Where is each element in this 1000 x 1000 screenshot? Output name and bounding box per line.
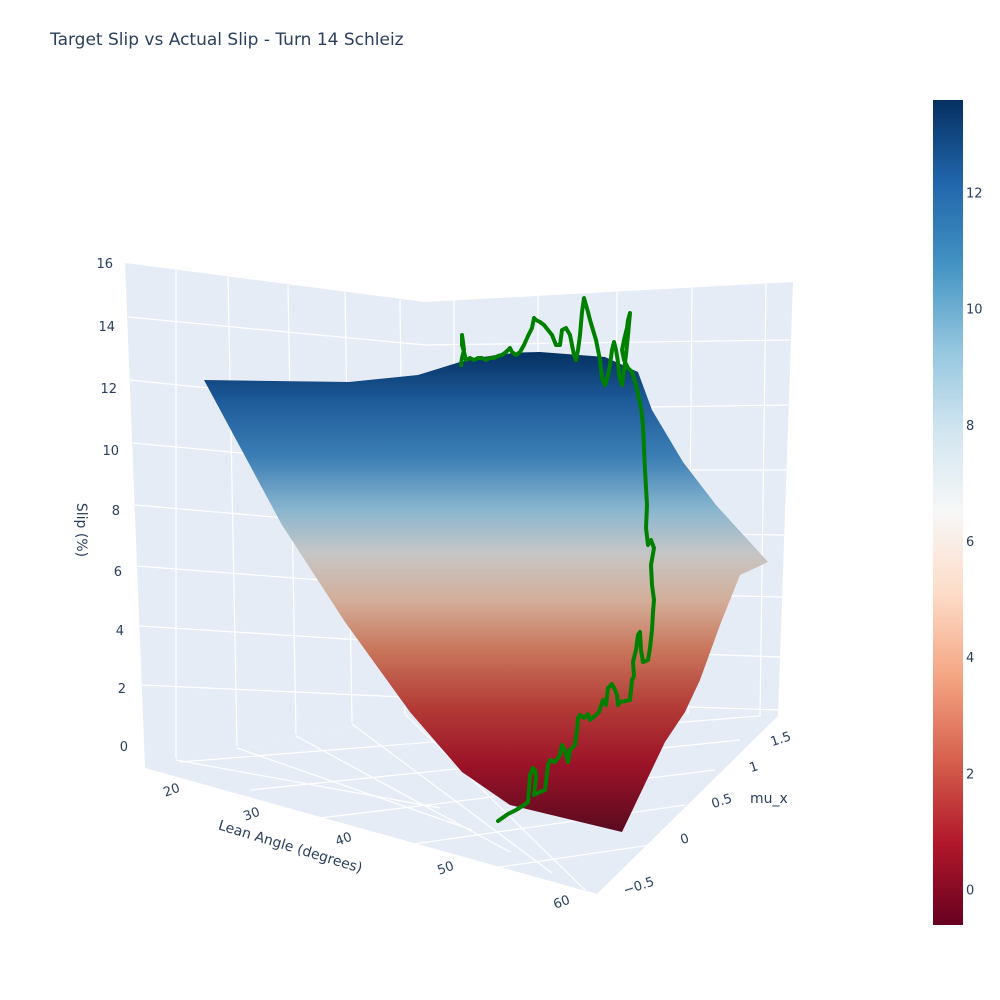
gridline <box>351 723 553 874</box>
gridline <box>295 735 511 853</box>
z-tick-4: 4 <box>116 624 124 639</box>
colorbar-tick: 0 <box>966 884 974 899</box>
y-tick-neg05: −0.5 <box>622 875 657 899</box>
z-tick-14: 14 <box>98 320 115 335</box>
colorbar-tick: 4 <box>966 651 974 666</box>
colorbar <box>933 100 963 925</box>
y-axis-title: mu_x <box>750 791 788 807</box>
x-axis-ticks: 20 30 40 50 60 <box>161 781 572 913</box>
actual-slip-line <box>459 296 656 823</box>
chart-title: Target Slip vs Actual Slip - Turn 14 Sch… <box>49 30 404 50</box>
colorbar-tick: 8 <box>966 419 974 434</box>
colorbar-tick: 10 <box>966 303 983 318</box>
gridline <box>479 844 651 871</box>
gridline <box>236 747 473 831</box>
x-tick-30: 30 <box>241 805 262 825</box>
x-tick-50: 50 <box>435 859 456 879</box>
z-tick-6: 6 <box>114 565 122 580</box>
z-tick-16: 16 <box>96 257 113 272</box>
colorbar-tick: 12 <box>966 187 983 202</box>
colorbar-ticks: 0 2 4 6 8 10 12 <box>966 187 983 899</box>
gridline <box>141 684 426 699</box>
colorbar-tick: 6 <box>966 535 974 550</box>
y-tick-1: 1 <box>748 759 761 776</box>
gridline <box>227 276 238 747</box>
gridline <box>404 713 586 891</box>
gridline <box>424 339 792 346</box>
z-axis-title: Slip (%) <box>73 503 89 557</box>
gridline <box>759 283 767 717</box>
z-tick-12: 12 <box>100 382 117 397</box>
colorbar-tick: 2 <box>966 767 974 782</box>
gridline <box>399 804 686 847</box>
z-tick-8: 8 <box>112 504 120 519</box>
x-tick-40: 40 <box>333 830 354 850</box>
slip-surface <box>204 352 768 832</box>
y-tick-0: 0 <box>679 831 692 848</box>
x-tick-20: 20 <box>161 781 182 801</box>
z-axis-ticks: 0 2 4 6 8 10 12 14 16 <box>96 257 128 755</box>
y-tick-05: 0.5 <box>710 791 734 812</box>
gridline <box>127 316 426 346</box>
y-tick-15: 1.5 <box>769 729 793 750</box>
z-tick-10: 10 <box>102 444 119 459</box>
z-tick-0: 0 <box>120 740 128 755</box>
z-tick-2: 2 <box>118 682 126 697</box>
x-tick-60: 60 <box>551 893 572 913</box>
